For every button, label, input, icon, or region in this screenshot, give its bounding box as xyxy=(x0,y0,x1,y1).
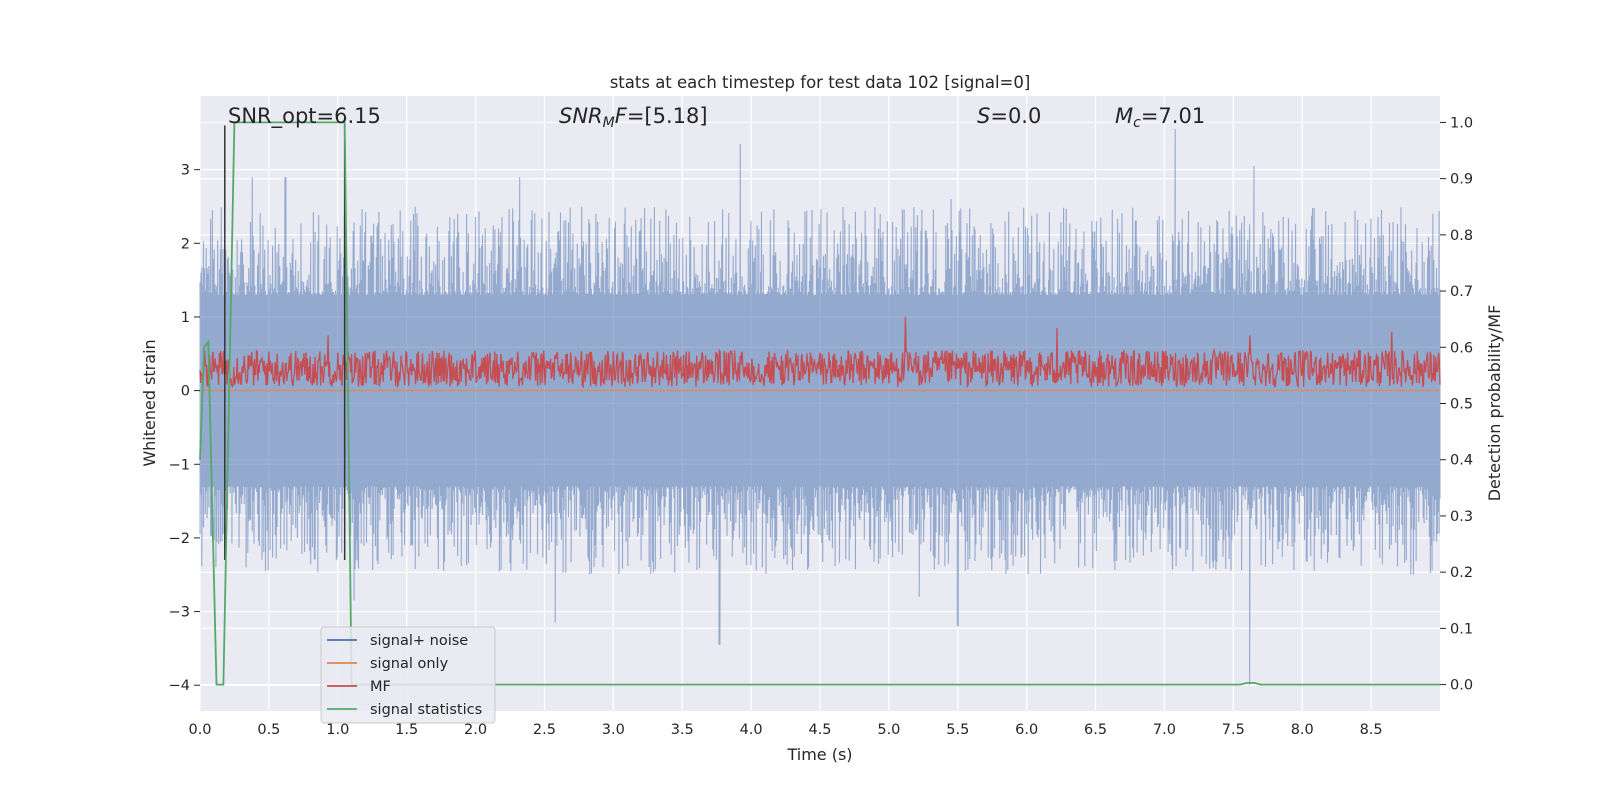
x-tick-label: 8.5 xyxy=(1360,722,1383,738)
y-tick-label: −4 xyxy=(169,678,190,694)
x-tick-label: 7.5 xyxy=(1222,722,1245,738)
y-right-tick-label: 0.0 xyxy=(1450,678,1473,694)
x-tick-label: 0.5 xyxy=(257,722,280,738)
x-tick-label: 5.5 xyxy=(946,722,969,738)
y-tick-label: 2 xyxy=(181,236,190,252)
y-right-tick-label: 0.3 xyxy=(1450,509,1473,525)
annotation-s: S=0.0 xyxy=(977,104,1041,128)
x-tick-label: 1.0 xyxy=(326,722,349,738)
y-right-tick-labels: 1.0 0.9 0.8 0.7 0.6 0.5 0.4 0.3 0.2 0.1 0.0 xyxy=(1440,115,1473,694)
series-layer xyxy=(199,121,1441,686)
x-tick-label: 4.0 xyxy=(740,722,763,738)
x-tick-labels: 0.0 0.5 1.0 1.5 2.0 2.5 3.0 3.5 4.0 4.5 5.0 5.5 6.0 6… xyxy=(188,722,1382,738)
snr-mf-main: SNR xyxy=(559,104,603,128)
legend-label-signal-noise: signal+ noise xyxy=(370,633,468,649)
x-tick-label: 2.5 xyxy=(533,722,556,738)
y-right-tick-label: 0.9 xyxy=(1450,172,1473,188)
y-right-tick-label: 1.0 xyxy=(1450,115,1473,131)
y-right-tick-label: 0.2 xyxy=(1450,565,1473,581)
y-tick-label: −1 xyxy=(169,457,190,473)
y-right-tick-label: 0.1 xyxy=(1450,621,1473,637)
x-tick-label: 5.0 xyxy=(877,722,900,738)
mc-symbol: M xyxy=(1115,104,1133,128)
snr-mf-value: =[5.18] xyxy=(627,104,708,128)
x-axis-label: Time (s) xyxy=(786,745,852,764)
x-tick-label: 7.0 xyxy=(1153,722,1176,738)
snr-mf-rest: F xyxy=(615,104,628,128)
x-tick-label: 6.0 xyxy=(1015,722,1038,738)
mc-sub: c xyxy=(1133,115,1141,131)
x-tick-label: 8.0 xyxy=(1291,722,1314,738)
legend-label-signal-only: signal only xyxy=(370,656,449,672)
x-tick-label: 6.5 xyxy=(1084,722,1107,738)
legend-label-mf: MF xyxy=(370,679,391,695)
mc-value: =7.01 xyxy=(1141,104,1205,128)
x-tick-label: 3.5 xyxy=(671,722,694,738)
y-right-tick-label: 0.7 xyxy=(1450,284,1473,300)
legend-box xyxy=(320,626,496,724)
annotation-snr-opt: SNR_opt=6.15 xyxy=(228,104,381,129)
x-tick-label: 2.0 xyxy=(464,722,487,738)
s-symbol: S xyxy=(977,104,990,128)
y-right-tick-label: 0.4 xyxy=(1450,453,1473,469)
x-tick-label: 0.0 xyxy=(188,722,211,738)
y-tick-label: −3 xyxy=(169,605,190,621)
y-right-tick-label: 0.5 xyxy=(1450,397,1473,413)
snr-mf-sub: M xyxy=(603,115,615,131)
y-right-tick-label: 0.6 xyxy=(1450,340,1473,356)
y-tick-label: 0 xyxy=(181,384,190,400)
annotation-mc: Mc=7.01 xyxy=(1115,104,1205,131)
series-signal-noise xyxy=(199,129,1441,686)
annotation-snr-mf: SNRMF=[5.18] xyxy=(559,104,708,131)
x-tick-label: 3.0 xyxy=(602,722,625,738)
chart-title: stats at each timestep for test data 102… xyxy=(610,73,1031,92)
x-tick-label: 4.5 xyxy=(808,722,831,738)
x-tick-label: 1.5 xyxy=(395,722,418,738)
y-tick-label: 3 xyxy=(181,163,190,179)
legend: signal+ noise signal only MF signal stat… xyxy=(320,626,496,724)
y-axis-label: Whitened strain xyxy=(140,339,159,466)
y-tick-labels: 3 2 1 0 −1 −2 −3 −4 xyxy=(169,163,200,694)
y-right-axis-label: Detection probability/MF xyxy=(1485,305,1504,502)
series-mf xyxy=(199,316,1441,389)
y-tick-label: −2 xyxy=(169,531,190,547)
y-right-tick-label: 0.8 xyxy=(1450,228,1473,244)
s-value: =0.0 xyxy=(990,104,1041,128)
y-tick-label: 1 xyxy=(181,310,190,326)
series-signal-statistics xyxy=(199,121,1440,686)
legend-label-signal-statistics: signal statistics xyxy=(370,702,482,718)
